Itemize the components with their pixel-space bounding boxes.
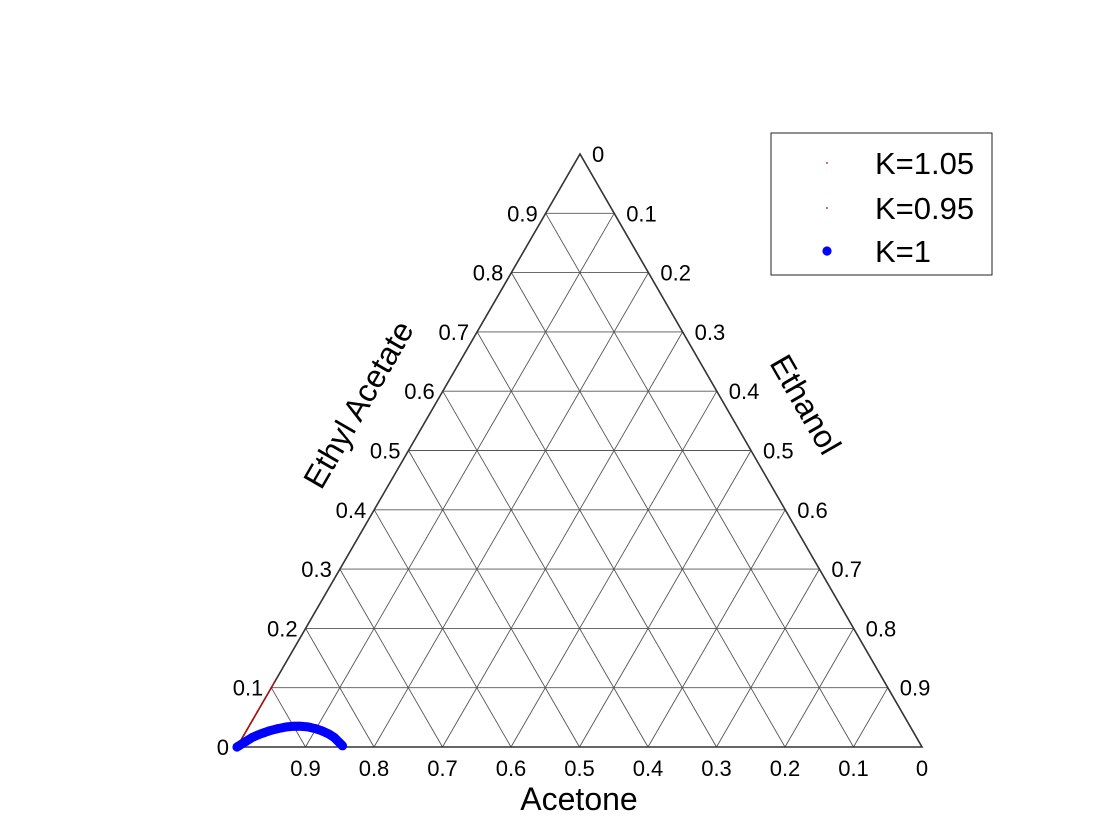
- legend-label: K=1.05: [875, 146, 974, 181]
- left-tick-label: 0.9: [507, 201, 538, 226]
- bottom-tick-label: 0.9: [290, 756, 321, 781]
- grid-line: [408, 450, 580, 748]
- grid-line: [270, 687, 306, 748]
- data-point: [337, 741, 348, 751]
- right-tick-label: 0.4: [729, 379, 760, 404]
- triangle-frame: [235, 152, 924, 748]
- right-tick-label: 0.2: [660, 261, 691, 286]
- bottom-tick-label: 0.2: [770, 756, 801, 781]
- left-tick-label: 0.5: [370, 439, 401, 464]
- grid-line: [579, 450, 752, 748]
- left-tick-label: 0.7: [439, 320, 470, 345]
- left-tick-label: 0.6: [404, 379, 435, 404]
- legend-label: K=0.95: [875, 191, 974, 226]
- right-tick-label: 0.6: [797, 498, 828, 523]
- triangle-outline: [235, 152, 924, 748]
- grid-line: [545, 213, 854, 748]
- data-segment: [257, 702, 264, 712]
- grid-line: [647, 509, 786, 748]
- bottom-tick-label: 0.5: [564, 756, 595, 781]
- data-segment: [246, 720, 253, 730]
- data-series: [232, 680, 348, 752]
- grid-line: [716, 568, 820, 748]
- left-tick-label: 0.2: [267, 616, 298, 641]
- series-K=1: [232, 721, 348, 752]
- data-segment: [264, 687, 272, 700]
- right-tick-label: 0.3: [695, 320, 726, 345]
- bottom-tick-label: 0: [916, 756, 928, 781]
- grid-line: [339, 568, 443, 748]
- left-tick-label: 0.1: [233, 676, 264, 701]
- grid-line: [305, 213, 615, 748]
- tick-labels: 0 0 0 0.1 0.1 0.1 0.2 0.2 0.2 0.3 0.3 0.3 0.4 0.4 0.4 0…: [217, 142, 931, 781]
- bottom-tick-label: 0.7: [427, 756, 458, 781]
- chart-grid: [270, 212, 889, 748]
- left-tick-label: 0.8: [473, 261, 504, 286]
- data-segment: [252, 711, 259, 721]
- bottom-tick-label: 0.1: [838, 756, 869, 781]
- data-segment: [270, 681, 276, 688]
- legend-marker: [826, 207, 828, 209]
- right-tick-label: 0.8: [866, 616, 897, 641]
- left-tick-label: 0: [217, 735, 229, 760]
- bottom-tick-label: 0.8: [359, 756, 390, 781]
- legend-marker: [826, 162, 828, 164]
- grid-line: [305, 628, 375, 748]
- left-tick-label: 0.3: [301, 557, 332, 582]
- legend-marker: [822, 246, 832, 256]
- legend-box: [770, 132, 993, 276]
- grid-line: [784, 628, 854, 748]
- bottom-tick-label: 0.6: [496, 756, 527, 781]
- right-tick-label: 0: [592, 142, 604, 167]
- grid-line: [476, 331, 717, 748]
- right-tick-label: 0.1: [626, 201, 657, 226]
- bottom-tick-label: 0.4: [633, 756, 664, 781]
- left-tick-label: 0.4: [336, 498, 367, 523]
- grid-line: [373, 509, 512, 748]
- bottom-tick-label: 0.3: [701, 756, 732, 781]
- legend-label: K=1: [875, 234, 931, 269]
- right-tick-label: 0.7: [831, 557, 862, 582]
- legend: K=1.05 K=0.95 K=1: [770, 132, 993, 276]
- right-tick-label: 0.5: [763, 439, 794, 464]
- left-axis-label: Ethyl Acetate: [296, 315, 421, 495]
- data-segment: [241, 728, 248, 739]
- right-tick-label: 0.9: [900, 676, 931, 701]
- grid-line: [853, 687, 889, 748]
- bottom-axis-label: Acetone: [520, 781, 637, 817]
- grid-line: [442, 331, 683, 748]
